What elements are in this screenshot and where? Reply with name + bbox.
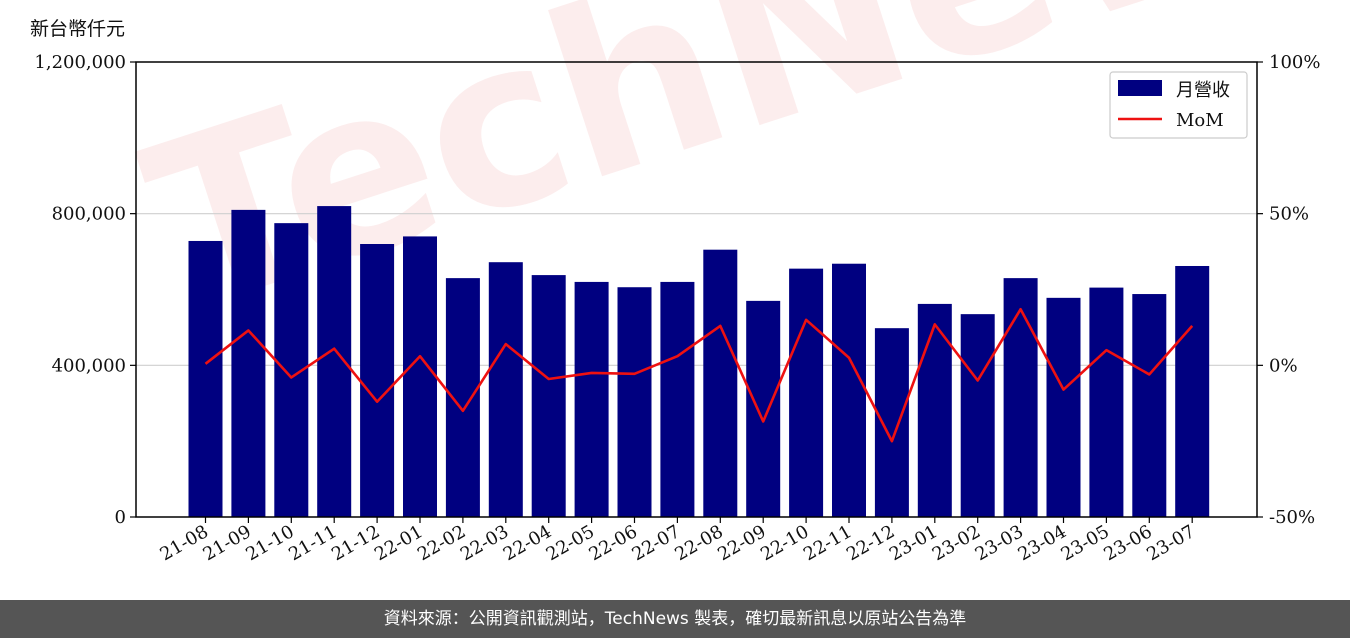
x-tick-label-23-01: 23-01 [886,521,941,565]
legend-label-mom: MoM [1176,110,1224,131]
bar-21-09 [231,209,266,517]
x-tick-label-23-02: 23-02 [929,521,984,565]
revenue-chart: 0 400,000 800,000 1,200,000 -50% 0% 50% 100% 21-… [34,52,1320,565]
bar-22-08 [703,249,738,517]
bar-21-12 [360,244,395,517]
source-footer: 資料來源：公開資訊觀測站，TechNews 製表，確切最新訊息以原站公告為準 [0,600,1350,638]
bar-22-06 [617,287,652,517]
bar-23-06 [1132,294,1167,517]
x-tick-label-22-05: 22-05 [543,521,598,565]
bar-23-05 [1089,287,1124,517]
x-tick-label-21-10: 21-10 [242,521,297,565]
mom-line-series [204,307,1194,443]
legend: 月營收 MoM [1109,71,1248,139]
x-tick-label-22-02: 22-02 [414,521,469,565]
right-tick-label-3: 100% [1269,52,1320,73]
x-tick-label-23-06: 23-06 [1100,521,1155,565]
x-tick-label-23-05: 23-05 [1057,521,1112,565]
x-tick-label-22-01: 22-01 [371,521,426,565]
x-tick-label-22-10: 22-10 [757,521,812,565]
bar-23-03 [1003,278,1038,517]
bar-23-04 [1046,297,1081,517]
x-tick-label-22-09: 22-09 [714,521,769,565]
x-tick-label-22-07: 22-07 [628,521,683,565]
bar-23-01 [917,303,952,517]
x-tick-label-22-08: 22-08 [671,521,726,565]
x-tick-label-23-04: 23-04 [1015,521,1070,565]
bar-22-05 [574,281,609,517]
bar-22-12 [874,328,909,517]
bar-22-09 [746,300,781,517]
left-tick-label-2: 800,000 [52,204,126,225]
bar-21-08 [188,240,223,517]
bar-22-10 [789,268,824,517]
bar-22-03 [488,262,523,517]
x-tick-label-21-11: 21-11 [285,521,340,565]
legend-label-revenue: 月營收 [1176,80,1230,101]
bar-series [188,206,1210,518]
x-tick-label-21-12: 21-12 [328,521,383,565]
x-tick-label-23-07: 23-07 [1143,521,1198,565]
right-tick-label-2: 50% [1269,204,1309,225]
bar-22-11 [832,263,866,517]
x-tick-label-22-04: 22-04 [500,521,555,565]
x-tick-label-22-12: 22-12 [843,521,898,565]
bar-22-01 [403,236,437,517]
mom-line [204,307,1194,443]
x-tick-label-22-03: 22-03 [457,521,512,565]
bar-23-07 [1175,265,1210,517]
x-tick-label-21-08: 21-08 [157,521,212,565]
bar-23-02 [960,314,995,517]
x-tick-label-23-03: 23-03 [972,521,1027,565]
left-axis-unit-label: 新台幣仟元 [30,18,126,40]
plot-frame [135,61,1258,518]
x-tick-label-22-06: 22-06 [586,521,641,565]
left-tick-label-3: 1,200,000 [34,52,126,73]
legend-swatch-bar [1118,80,1162,96]
x-tick-label-22-11: 22-11 [800,521,855,565]
left-tick-label-0: 0 [115,507,126,528]
bar-22-04 [531,275,566,517]
x-tick-label-21-09: 21-09 [199,521,254,565]
bar-22-07 [660,281,695,517]
right-tick-label-0: -50% [1269,507,1315,528]
right-tick-label-1: 0% [1269,355,1298,376]
left-tick-label-1: 400,000 [52,355,126,376]
